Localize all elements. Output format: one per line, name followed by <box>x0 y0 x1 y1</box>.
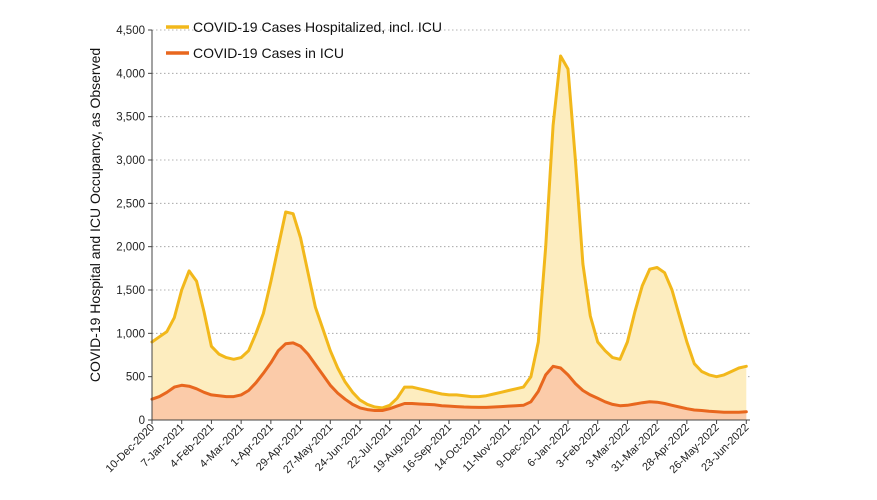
y-tick-label: 0 <box>139 415 145 427</box>
legend: COVID-19 Cases Hospitalized, incl. ICU C… <box>166 19 442 61</box>
area-hospitalized <box>152 56 747 420</box>
y-tick-label: 4,000 <box>116 68 145 80</box>
y-tick-label: 2,500 <box>116 198 145 210</box>
y-tick-label: 1,000 <box>116 328 145 340</box>
series-lines <box>150 54 748 414</box>
y-tick-label: 3,000 <box>116 155 145 167</box>
line-icu <box>150 341 748 414</box>
area-icu <box>152 342 747 420</box>
y-tick-label: 1,500 <box>116 285 145 297</box>
series-areas <box>152 56 747 420</box>
y-tick-label: 3,500 <box>116 112 145 124</box>
legend-label-icu: COVID-19 Cases in ICU <box>193 45 344 61</box>
y-tick-label: 500 <box>126 372 145 384</box>
line-hospitalized <box>150 54 748 410</box>
x-axis-ticks: 10-Dec-20207-Jan-20214-Feb-20214-Mar-202… <box>104 420 751 476</box>
y-axis-ticks: 0 500 1,000 1,500 2,000 2,500 3,000 3,500 4,000 4… <box>116 25 152 427</box>
y-tick-label: 4,500 <box>116 25 145 37</box>
y-tick-label: 2,000 <box>116 242 145 254</box>
y-axis-label: COVID-19 Hospital and ICU Occupancy, as … <box>87 48 103 382</box>
legend-label-hospitalized: COVID-19 Cases Hospitalized, incl. ICU <box>193 19 442 35</box>
axes <box>151 30 750 421</box>
